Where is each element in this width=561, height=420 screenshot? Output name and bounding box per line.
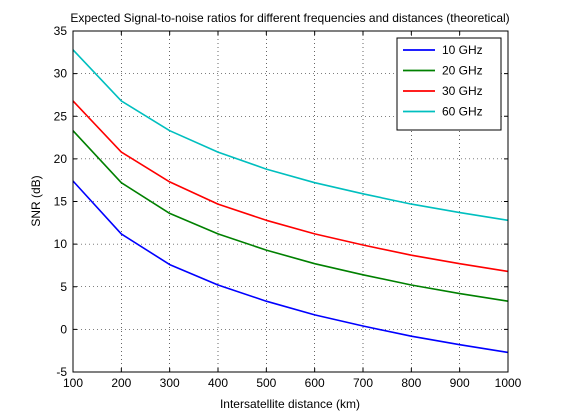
x-tick-label: 500 xyxy=(256,376,276,390)
x-axis-label: Intersatellite distance (km) xyxy=(220,397,360,411)
chart-title: Expected Signal-to-noise ratios for diff… xyxy=(70,11,509,25)
series-lines xyxy=(72,49,509,354)
series-line xyxy=(72,49,509,222)
y-tick-label: -5 xyxy=(56,365,67,379)
x-tick-label: 1000 xyxy=(495,376,522,390)
legend-label: 20 GHz xyxy=(442,64,483,78)
legend-label: 10 GHz xyxy=(442,43,483,57)
y-tick-label: 5 xyxy=(60,280,67,294)
x-tick-label: 900 xyxy=(450,376,470,390)
legend: 10 GHz 20 GHz 30 GHz 60 GHz xyxy=(396,37,502,131)
y-tick-label: 35 xyxy=(54,24,68,38)
y-tick-label: 30 xyxy=(54,67,68,81)
x-tick-label: 600 xyxy=(305,376,325,390)
legend-label: 30 GHz xyxy=(442,84,483,98)
series-line xyxy=(72,130,509,302)
y-tick-label: 15 xyxy=(54,195,68,209)
x-tick-label: 400 xyxy=(208,376,228,390)
y-tick-label: 20 xyxy=(54,152,68,166)
axis-ticks: 100 200 300 400 500 600 700 800 900 1000 -5 0 5 10 15 2… xyxy=(54,24,522,390)
series-line xyxy=(72,180,509,354)
legend-label: 60 GHz xyxy=(442,105,483,119)
x-tick-label: 800 xyxy=(401,376,421,390)
y-tick-label: 25 xyxy=(54,109,68,123)
y-axis-label: SNR (dB) xyxy=(29,175,43,226)
y-tick-label: 10 xyxy=(54,237,68,251)
legend-box xyxy=(396,37,502,131)
x-tick-label: 700 xyxy=(353,376,373,390)
x-tick-label: 200 xyxy=(111,376,131,390)
x-tick-label: 300 xyxy=(160,376,180,390)
x-tick-label: 100 xyxy=(63,376,83,390)
y-tick-label: 0 xyxy=(60,322,67,336)
series-line xyxy=(72,100,509,273)
